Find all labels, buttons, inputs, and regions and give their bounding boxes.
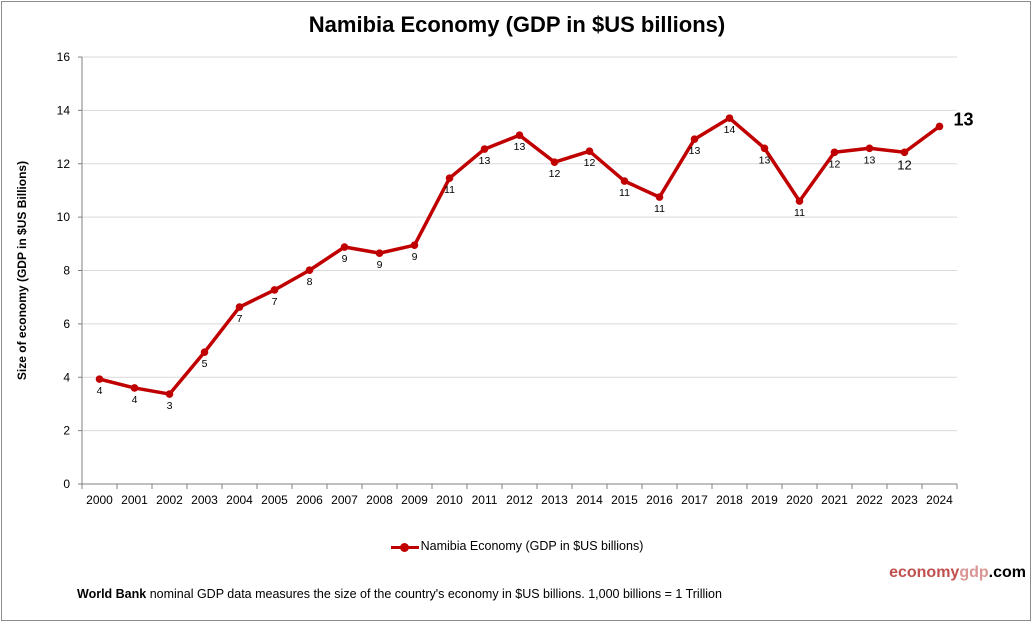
y-tick-label: 2 [63,424,70,438]
data-label: 13 [954,109,974,129]
data-label: 9 [412,251,418,263]
data-point [95,375,104,383]
data-label: 11 [654,203,665,215]
x-tick-label: 2009 [401,493,428,507]
data-point [760,144,769,153]
x-tick-label: 2013 [541,493,568,507]
data-label: 13 [479,155,491,167]
data-label: 13 [689,145,701,157]
x-tick-label: 2006 [296,493,323,507]
x-tick-label: 2018 [716,493,743,507]
data-label: 9 [377,259,383,271]
data-label: 11 [444,184,455,196]
y-axis-title: Size of economy (GDP in $US Billions) [15,161,29,380]
data-label: 11 [794,207,805,219]
data-label: 4 [97,385,103,397]
data-point [130,384,139,392]
data-point [165,390,174,398]
data-point [270,286,279,294]
x-tick-label: 2001 [121,493,148,507]
x-tick-label: 2005 [261,493,288,507]
x-tick-label: 2003 [191,493,218,507]
data-point [655,193,664,201]
x-tick-label: 2008 [366,493,393,507]
data-label: 3 [167,400,173,412]
x-tick-label: 2021 [821,493,848,507]
data-label: 13 [759,154,771,166]
data-point [620,177,629,185]
data-point [480,145,489,153]
y-tick-label: 10 [57,210,71,224]
data-point [795,197,804,205]
data-point [725,114,734,122]
data-label: 4 [132,394,138,406]
brand-logo[interactable]: economygdp.com [889,564,1026,582]
y-tick-label: 16 [57,50,71,64]
x-tick-label: 2017 [681,493,708,507]
data-point [830,148,839,157]
data-point [690,135,699,143]
y-tick-label: 14 [57,103,71,117]
data-label: 13 [514,141,526,153]
data-point [550,158,559,166]
x-tick-label: 2014 [576,493,603,507]
data-label: 12 [584,157,596,169]
legend-label: Namibia Economy (GDP in $US billions) [420,539,644,553]
data-point [935,122,944,131]
x-tick-label: 2011 [472,493,498,507]
x-tick-label: 2007 [331,493,358,507]
data-label: 12 [897,157,911,172]
x-tick-label: 2019 [751,493,778,507]
brand-part1: economy [889,564,960,581]
footnote-text: nominal GDP data measures the size of th… [146,587,722,601]
data-point [865,144,874,153]
data-label: 11 [619,187,630,199]
x-tick-label: 2022 [856,493,883,507]
footnote-source: World Bank [77,587,147,601]
data-label: 14 [724,124,736,136]
data-point [900,148,909,157]
footnote: World Bank nominal GDP data measures the… [77,587,722,601]
chart-title: Namibia Economy (GDP in $US billions) [308,12,726,37]
x-tick-label: 2023 [891,493,918,507]
data-point [375,249,384,257]
data-point [410,241,419,249]
y-tick-label: 12 [57,157,71,171]
y-tick-label: 4 [63,370,70,384]
data-point [515,131,524,139]
data-point [445,174,454,182]
data-label: 8 [307,276,313,288]
data-label: 13 [864,154,876,166]
x-tick-label: 2002 [156,493,183,507]
x-tick-label: 2024 [926,493,953,507]
series-line [99,116,941,396]
data-point [305,266,314,275]
brand-part2: gdp [959,564,989,581]
data-point [585,147,594,156]
data-point [235,303,244,311]
data-label: 5 [202,358,208,370]
x-tick-label: 2015 [611,493,638,507]
data-label: 7 [272,296,278,308]
data-point [200,348,209,356]
y-tick-label: 6 [63,317,70,331]
y-tick-label: 8 [63,264,70,278]
x-tick-label: 2000 [86,493,113,507]
legend-line-marker-icon [390,542,419,552]
y-tick-label: 0 [63,477,70,491]
brand-part3: .com [988,564,1026,581]
data-label: 9 [342,253,348,265]
data-point [340,243,349,251]
x-tick-label: 2004 [226,493,253,507]
x-tick-label: 2010 [436,493,463,507]
data-label: 12 [549,168,561,180]
data-label: 7 [237,313,243,325]
x-tick-label: 2016 [646,493,673,507]
data-label: 12 [829,158,841,170]
x-tick-label: 2012 [506,493,533,507]
legend: Namibia Economy (GDP in $US billions) [0,539,1034,553]
x-tick-label: 2020 [786,493,813,507]
